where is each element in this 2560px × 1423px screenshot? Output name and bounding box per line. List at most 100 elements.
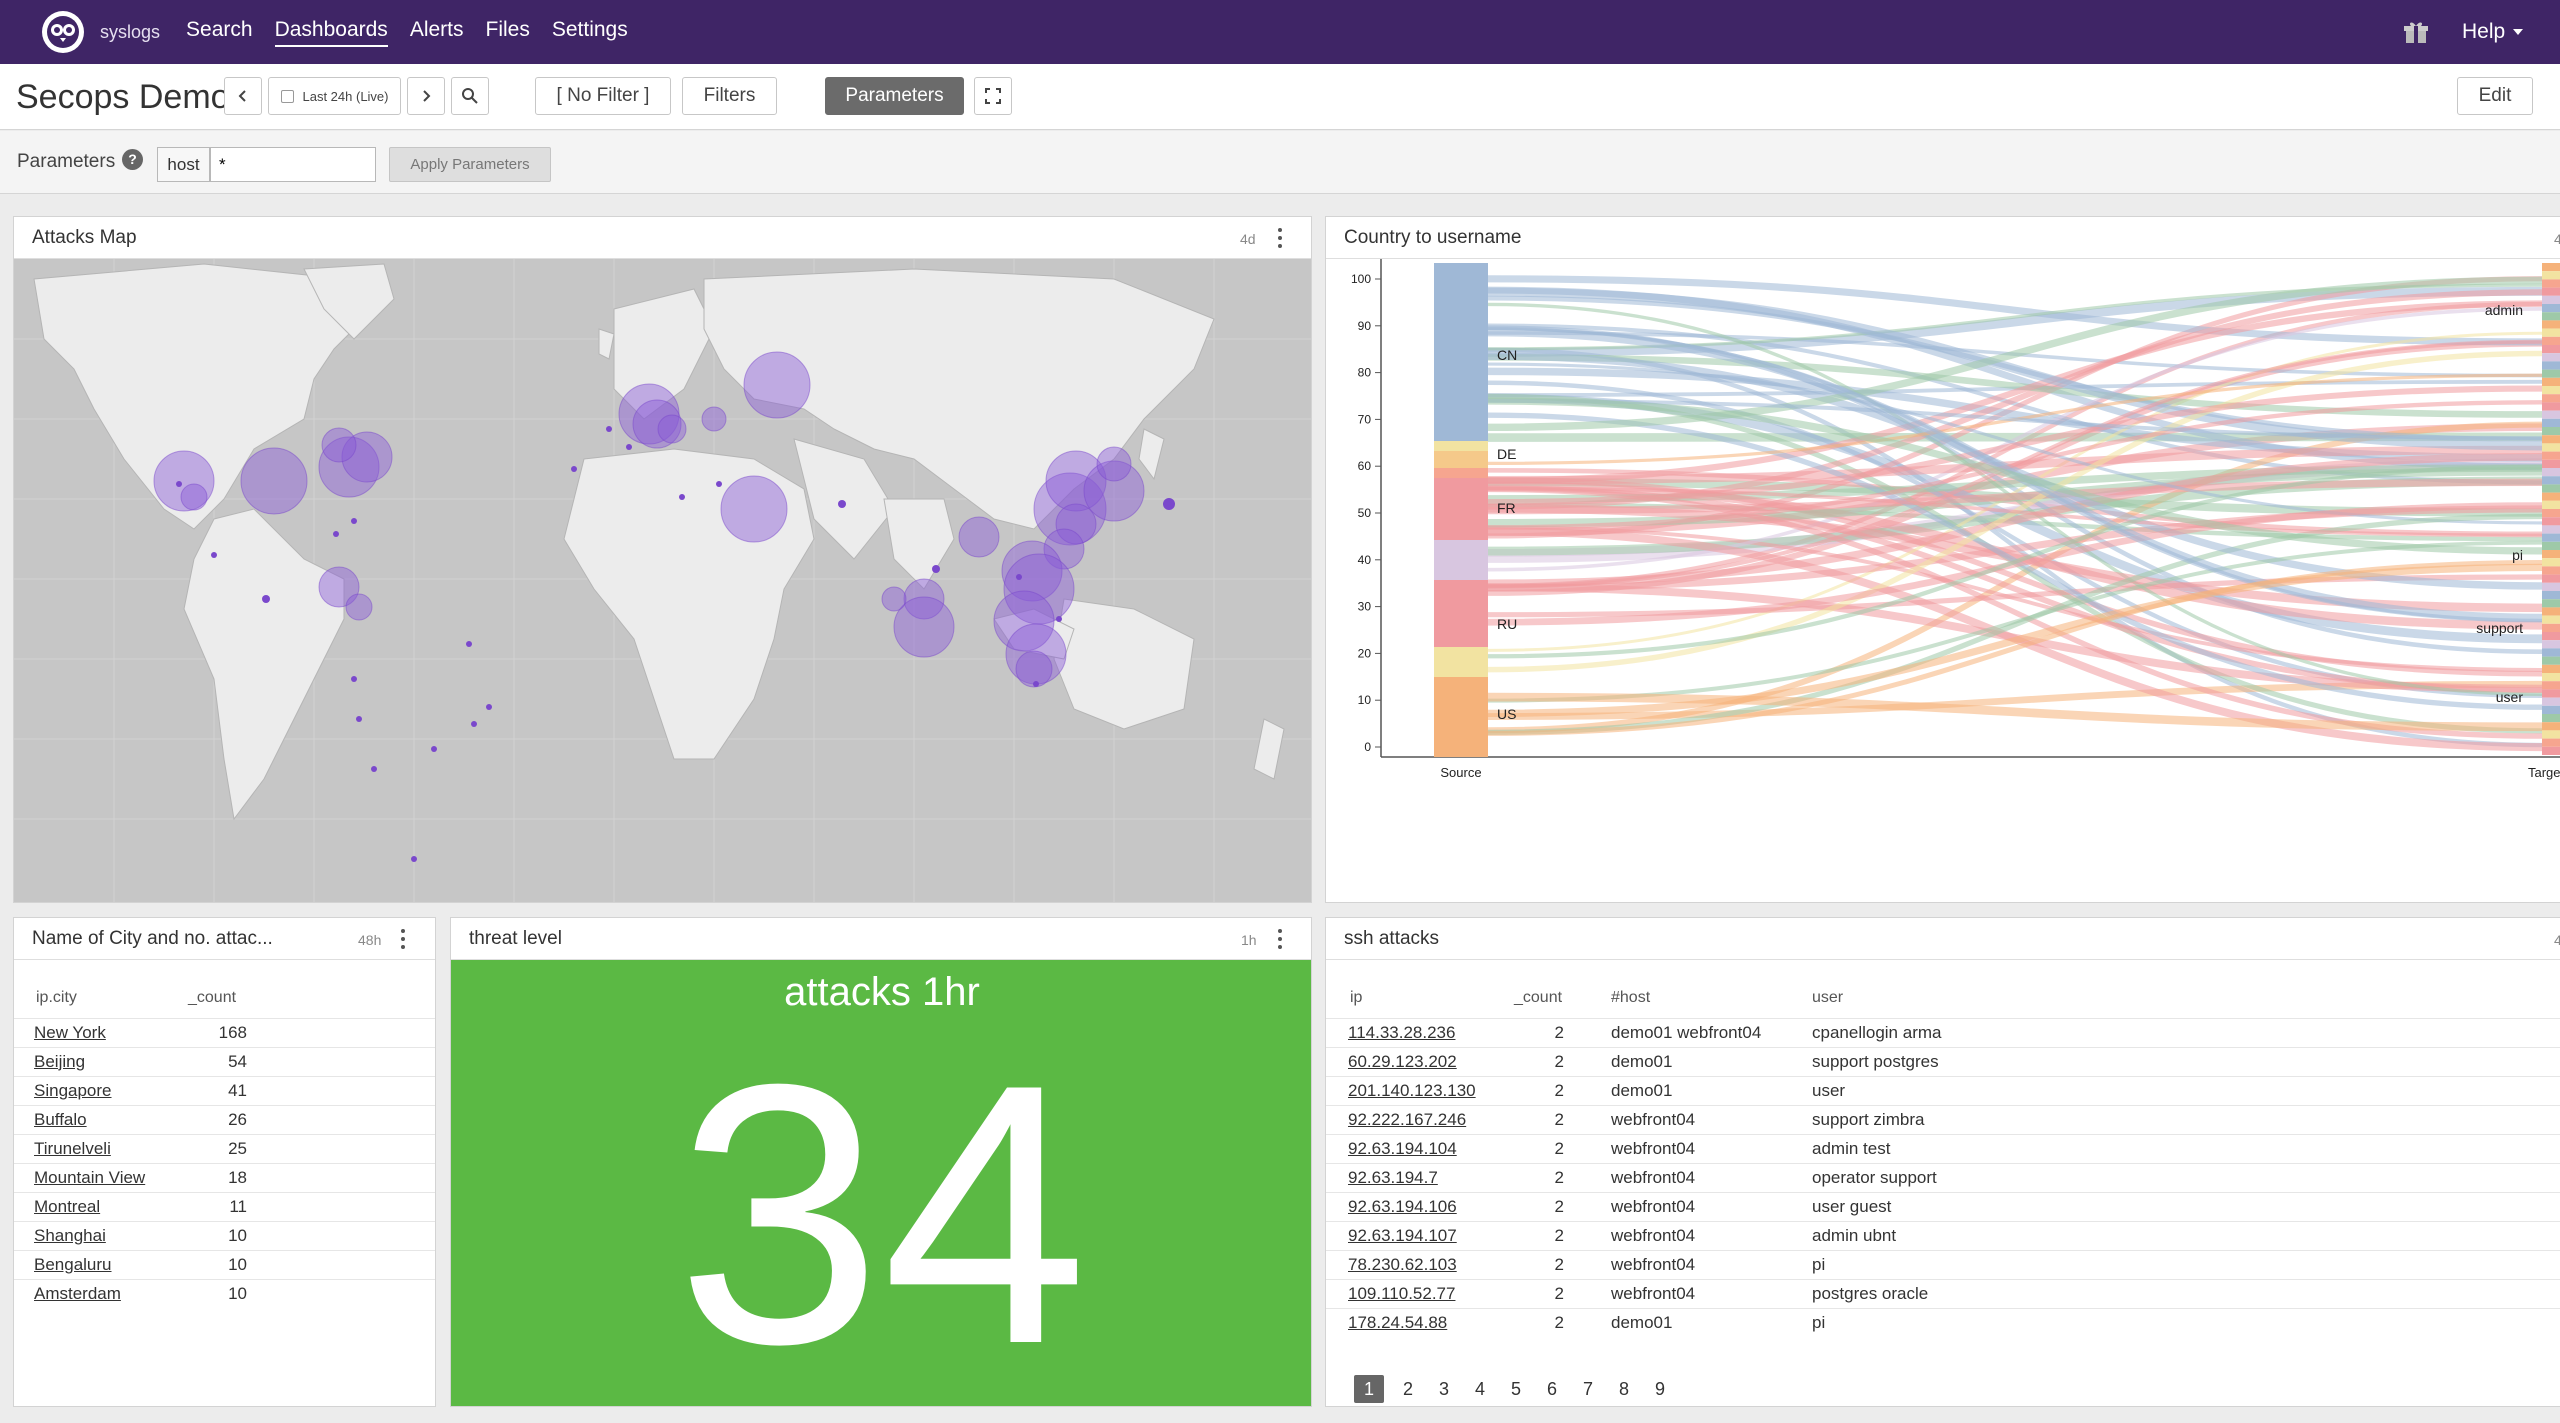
city-link[interactable]: Buffalo [34,1109,87,1129]
target-node-segment[interactable] [2542,509,2560,518]
target-node-segment[interactable] [2542,591,2560,600]
target-node-segment[interactable] [2542,648,2560,657]
target-node-segment[interactable] [2542,599,2560,608]
city-link[interactable]: Amsterdam [34,1283,121,1303]
search-button[interactable] [451,77,489,115]
sankey-flow[interactable] [1487,540,2543,703]
ip-link[interactable]: 92.63.194.104 [1348,1138,1457,1158]
target-node-segment[interactable] [2542,468,2560,477]
ip-link[interactable]: 60.29.123.202 [1348,1051,1457,1071]
target-node-segment[interactable] [2542,746,2560,755]
panel-menu-icon[interactable] [1276,929,1284,949]
target-node-segment[interactable] [2542,541,2560,550]
page-button[interactable]: 2 [1402,1378,1413,1399]
panel-menu-icon[interactable] [1276,228,1284,248]
sankey-flow[interactable] [1487,275,2543,346]
target-node-segment[interactable] [2542,394,2560,403]
target-node-segment[interactable] [2542,369,2560,378]
target-node-segment[interactable] [2542,263,2560,272]
nav-link-settings[interactable]: Settings [551,17,628,41]
target-node-segment[interactable] [2542,533,2560,542]
target-node-segment[interactable] [2542,451,2560,460]
target-node-segment[interactable] [2542,476,2560,485]
ip-link[interactable]: 92.222.167.246 [1348,1109,1467,1129]
fullscreen-button[interactable] [974,77,1012,115]
target-node-segment[interactable] [2542,402,2560,411]
sankey-flow[interactable] [1487,478,2543,515]
target-node-segment[interactable] [2542,730,2560,739]
source-node-de[interactable] [1434,451,1488,468]
target-node-segment[interactable] [2542,312,2560,321]
target-node-segment[interactable] [2542,304,2560,313]
city-link[interactable]: Montreal [34,1196,101,1216]
no-filter-button[interactable]: [ No Filter ] [535,77,671,115]
target-node-segment[interactable] [2542,353,2560,362]
column-header[interactable]: ip.city [36,988,77,1006]
world-map[interactable] [14,259,1312,903]
page-button[interactable]: 7 [1582,1378,1593,1399]
target-node-segment[interactable] [2542,492,2560,501]
sankey-flow[interactable] [1487,397,2543,555]
target-node-segment[interactable] [2542,558,2560,567]
ip-link[interactable]: 92.63.194.7 [1348,1167,1438,1187]
target-node-segment[interactable] [2542,738,2560,747]
target-node-segment[interactable] [2542,640,2560,649]
target-node-segment[interactable] [2542,295,2560,304]
sankey-flow[interactable] [1487,559,2543,736]
sankey-flow[interactable] [1487,525,2543,672]
ip-link[interactable]: 92.63.194.107 [1348,1225,1457,1245]
sankey-flow[interactable] [1487,563,2543,717]
filters-button[interactable]: Filters [682,77,777,115]
ip-link[interactable]: 201.140.123.130 [1348,1080,1476,1100]
panel-menu-icon[interactable] [399,929,407,949]
target-node-segment[interactable] [2542,287,2560,296]
target-node-segment[interactable] [2542,714,2560,723]
target-node-segment[interactable] [2542,377,2560,386]
next-range-button[interactable] [407,77,445,115]
target-node-segment[interactable] [2542,443,2560,452]
target-node-segment[interactable] [2542,336,2560,345]
target-node-segment[interactable] [2542,418,2560,427]
ip-link[interactable]: 92.63.194.106 [1348,1196,1457,1216]
city-link[interactable]: Beijing [34,1051,86,1071]
target-node-segment[interactable] [2542,271,2560,280]
ip-link[interactable]: 78.230.62.103 [1348,1254,1457,1274]
sankey-flow[interactable] [1487,464,2543,659]
target-node-segment[interactable] [2542,673,2560,682]
target-node-segment[interactable] [2542,500,2560,509]
target-node-segment[interactable] [2542,320,2560,329]
ip-link[interactable]: 178.24.54.88 [1348,1312,1448,1332]
sankey-flow[interactable] [1487,486,2543,538]
page-button[interactable]: 1 [1354,1375,1384,1403]
sankey-flow[interactable] [1487,307,2543,572]
target-node-segment[interactable] [2542,566,2560,575]
page-button[interactable]: 6 [1546,1378,1557,1399]
sankey-flow[interactable] [1487,452,2543,588]
target-node-segment[interactable] [2542,615,2560,624]
target-node-segment[interactable] [2542,574,2560,583]
target-node-segment[interactable] [2542,345,2560,354]
target-node-segment[interactable] [2542,550,2560,559]
nav-link-files[interactable]: Files [485,17,530,41]
sankey-flow[interactable] [1487,398,2543,441]
city-link[interactable]: Mountain View [34,1167,146,1187]
city-link[interactable]: Singapore [34,1080,112,1100]
owl-logo-icon[interactable] [42,11,84,53]
ip-link[interactable]: 109.110.52.77 [1348,1283,1456,1303]
target-node-segment[interactable] [2542,427,2560,436]
target-node-segment[interactable] [2542,525,2560,534]
column-header[interactable]: #host [1611,988,1651,1006]
target-node-segment[interactable] [2542,705,2560,714]
help-menu[interactable]: Help [2462,20,2524,44]
city-link[interactable]: Bengaluru [34,1254,112,1274]
city-link[interactable]: Tirunelveli [34,1138,111,1158]
target-node-segment[interactable] [2542,410,2560,419]
source-node-fr[interactable] [1434,478,1488,540]
page-button[interactable]: 5 [1510,1378,1521,1399]
ip-link[interactable]: 114.33.28.236 [1348,1022,1456,1042]
sankey-flow[interactable] [1487,513,2543,736]
target-node-segment[interactable] [2542,435,2560,444]
page-button[interactable]: 4 [1474,1378,1485,1399]
edit-button[interactable]: Edit [2457,77,2533,115]
